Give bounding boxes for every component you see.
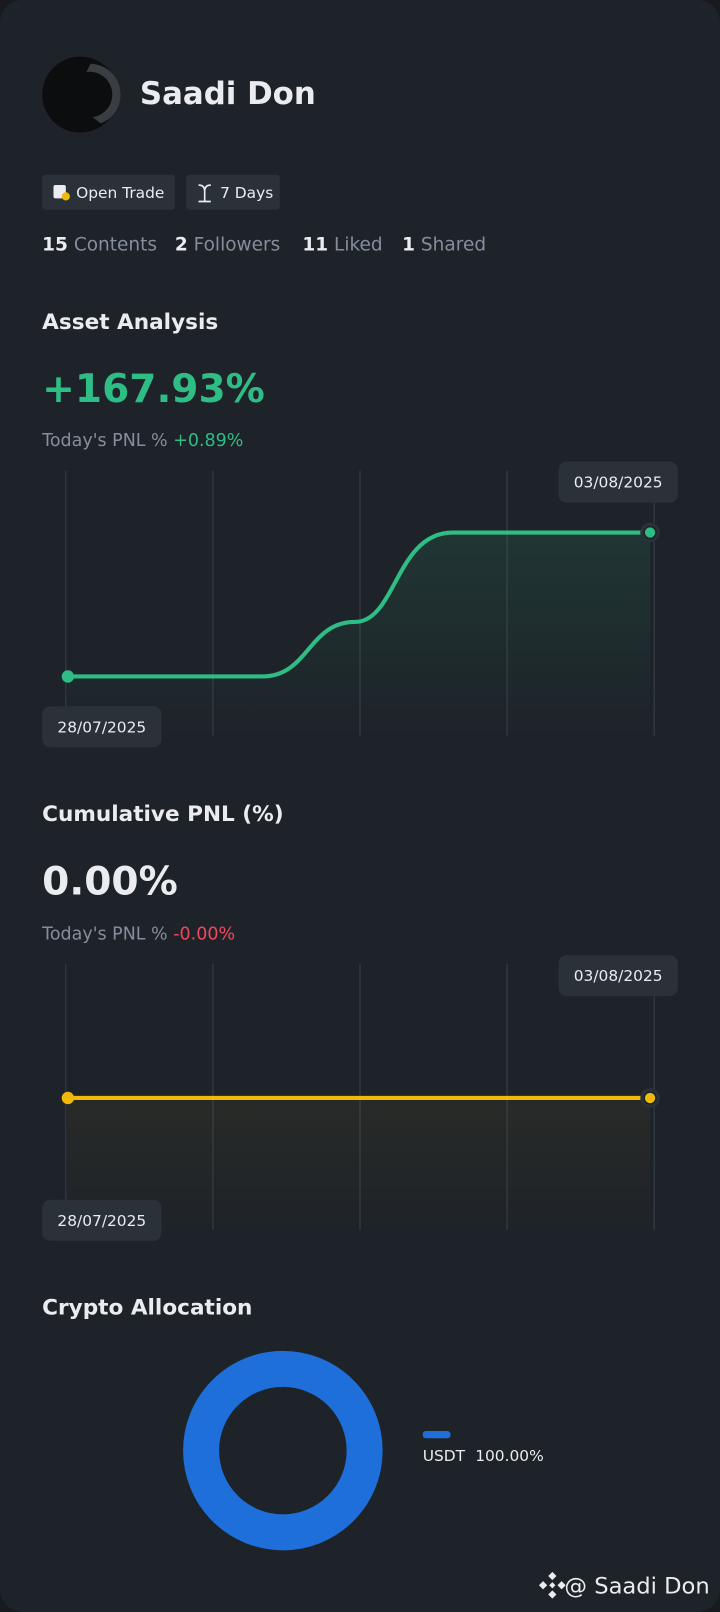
stat-value: 2: [175, 235, 188, 256]
point: [61, 1091, 75, 1105]
date-box: [558, 955, 678, 997]
footer: @ Saadi Don: [564, 1573, 709, 1599]
date-box: [42, 706, 162, 748]
pnl-value: -0.00%: [173, 925, 235, 945]
section-title: Crypto Allocation: [42, 1296, 252, 1321]
start-date: 28/07/2025: [57, 718, 146, 736]
end-date: 03/08/2025: [574, 474, 663, 492]
donut-segment: [183, 1350, 383, 1551]
stat-value: 11: [302, 235, 328, 256]
pnl-line: Today's PNL % -0.00%: [41, 925, 235, 945]
badge-text: 7 Days: [220, 184, 273, 202]
legend-value: 100.00%: [475, 1447, 544, 1465]
start-date: 28/07/2025: [57, 1212, 146, 1230]
area: [67, 1097, 651, 1230]
binance-logo: [538, 1571, 566, 1599]
point: [644, 1092, 656, 1104]
stat-label: Liked: [334, 235, 383, 256]
legend-swatch: [422, 1431, 451, 1439]
date-box: [42, 1199, 162, 1241]
badge: [42, 174, 175, 210]
stat-label: Followers: [194, 235, 281, 256]
section-title: Asset Analysis: [42, 310, 218, 335]
pnl-label: Today's PNL %: [41, 431, 168, 451]
stat-label: Shared: [421, 235, 486, 256]
footer-at: @: [564, 1573, 587, 1599]
point: [61, 670, 75, 683]
stat: 15 Contents: [42, 235, 157, 256]
stat: 1 Shared: [402, 235, 486, 256]
area: [67, 532, 651, 737]
stat: 2 Followers: [175, 235, 280, 256]
stat-value: 1: [402, 235, 415, 256]
cumulative-value: 0.00%: [42, 860, 178, 905]
end-date: 03/08/2025: [574, 967, 663, 985]
profile-name: Saadi Don: [140, 76, 316, 112]
asset-chart: 03/08/2025 28/07/2025: [42, 461, 678, 748]
badge-icon: [198, 184, 211, 203]
stats: 15 Contents 2 Followers 11 Liked 1 Shared: [42, 235, 486, 256]
date-box: [558, 461, 678, 503]
pnl-line: Today's PNL % +0.89%: [41, 431, 243, 451]
point: [644, 527, 656, 538]
badge-icon: [61, 192, 70, 201]
section-title: Cumulative PNL (%): [42, 802, 283, 827]
stat-value: 15: [42, 235, 68, 256]
badge-text: Open Trade: [76, 184, 164, 202]
asset-value: +167.93%: [42, 367, 265, 412]
footer-name: Saadi Don: [594, 1573, 709, 1599]
legend-name: USDT: [423, 1447, 466, 1465]
cumulative-chart: 03/08/2025 28/07/2025: [42, 955, 678, 1241]
stat-label: Contents: [74, 235, 157, 256]
avatar-detail: [86, 63, 121, 124]
pnl-label: Today's PNL %: [41, 925, 168, 945]
stat: 11 Liked: [302, 235, 382, 256]
line: [67, 530, 651, 679]
avatar: [42, 56, 119, 133]
pnl-value: +0.89%: [173, 431, 243, 451]
donut-chart: USDT 100.00%: [183, 1350, 544, 1551]
